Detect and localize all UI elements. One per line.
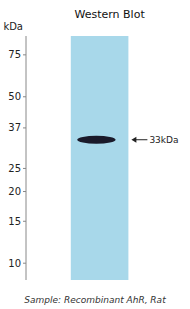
chart-title: Western Blot (74, 8, 145, 21)
chart-svg: 10 15 20 25 37 50 75 kDa Western Blot 33kDa Sample… (0, 0, 190, 309)
y-tick-label: 15 (8, 216, 21, 227)
y-axis-label: kDa (3, 21, 23, 32)
y-tick (23, 168, 26, 169)
y-tick (23, 96, 26, 97)
band-arrow (135, 139, 147, 140)
y-tick (23, 191, 26, 192)
chart-subtitle: Sample: Recombinant AhR, Rat (24, 295, 166, 305)
y-tick-label: 50 (8, 91, 21, 102)
chart-root: 10 15 20 25 37 50 75 kDa Western Blot 33kDa Sample… (0, 0, 190, 309)
y-tick-label: 10 (8, 258, 21, 269)
marks (77, 136, 115, 144)
y-axis-line (26, 36, 27, 280)
y-tick-label: 25 (8, 163, 21, 174)
y-tick-label: 20 (8, 186, 21, 197)
band-label: 33kDa (149, 135, 178, 145)
y-tick (23, 263, 26, 264)
band (77, 136, 115, 144)
y-tick (23, 54, 26, 55)
y-tick (23, 221, 26, 222)
y-tick-label: 37 (8, 122, 21, 133)
band-arrow-head (131, 137, 136, 143)
y-tick (23, 127, 26, 128)
gel-lane (71, 36, 129, 280)
y-tick-label: 75 (8, 49, 21, 60)
